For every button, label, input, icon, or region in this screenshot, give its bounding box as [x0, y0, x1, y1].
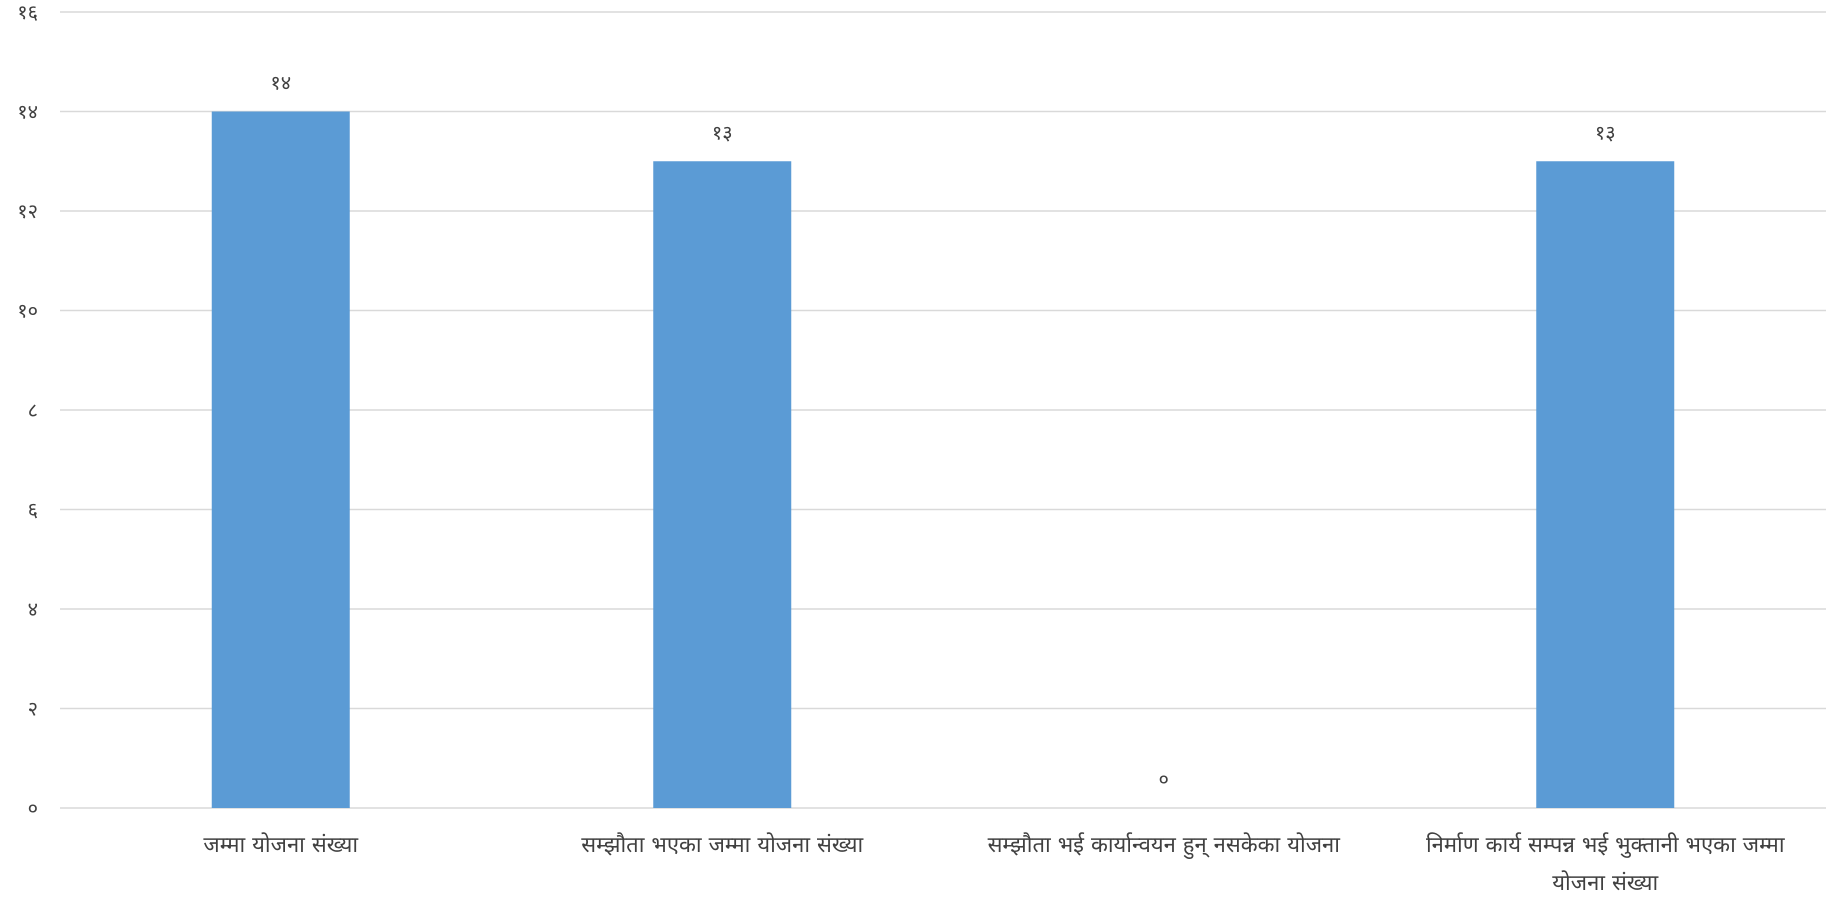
- data-label: १३: [1595, 120, 1616, 144]
- data-labels: १४ १३ ० १३: [270, 71, 1615, 792]
- bar: [1536, 161, 1675, 808]
- y-tick-label: १६: [17, 0, 38, 24]
- category-label: सम्झौता भई कार्यान्वयन हुन् नसकेका योजना: [988, 832, 1341, 859]
- y-tick-label: २: [28, 697, 38, 721]
- bar: [211, 111, 350, 808]
- category-label: जम्मा योजना संख्या: [203, 832, 358, 858]
- gridlines: [60, 11, 1826, 809]
- y-tick-label: १०: [17, 299, 38, 323]
- y-tick-label: ८: [28, 398, 38, 422]
- data-label: १३: [712, 120, 733, 144]
- y-tick-label: ६: [28, 498, 38, 522]
- bar: [653, 161, 792, 808]
- x-axis-category-labels: जम्मा योजना संख्या सम्झौता भएका जम्मा योज…: [203, 832, 1784, 896]
- category-label: निर्माण कार्य सम्पन्न भई भुक्तानी भएका ज…: [1426, 832, 1785, 858]
- y-tick-label: ४: [28, 597, 38, 621]
- bars: [211, 111, 1675, 808]
- data-label: १४: [270, 71, 291, 95]
- category-label: सम्झौता भएका जम्मा योजना संख्या: [581, 832, 863, 858]
- y-tick-label: १२: [17, 199, 38, 223]
- y-tick-label: १४: [17, 100, 38, 124]
- y-tick-label: ०: [28, 796, 38, 820]
- y-axis-tick-labels: ० २ ४ ६ ८ १० १२ १४ १६: [17, 0, 38, 820]
- data-label: ०: [1159, 767, 1169, 791]
- category-label: योजना संख्या: [1552, 870, 1658, 896]
